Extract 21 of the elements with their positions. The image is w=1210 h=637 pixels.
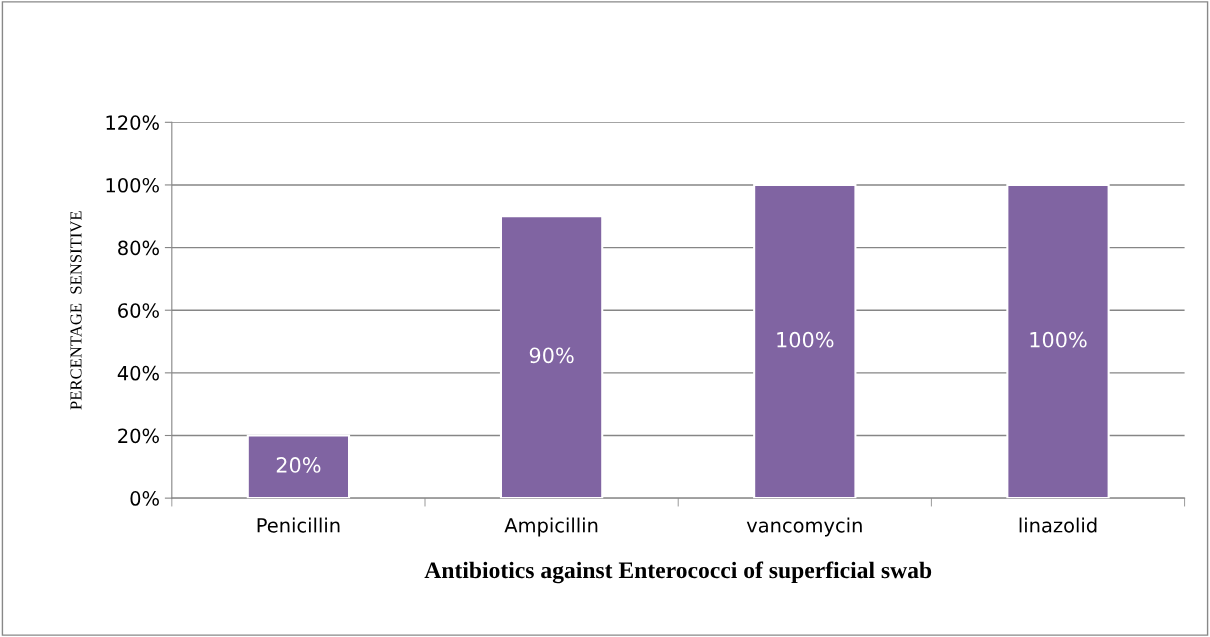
data-label: 20% <box>276 457 321 473</box>
x-tick-label: vancomycin <box>746 517 862 537</box>
bar <box>753 183 857 499</box>
y-axis-title: PERCENTAGE SENSITIVE <box>70 211 82 410</box>
y-tick-label: 60% <box>118 303 159 318</box>
x-axis-title: Antibiotics against Enterococci of superficial swab <box>424 561 932 584</box>
bar <box>1006 183 1110 499</box>
y-tick-label: 20% <box>118 428 159 444</box>
data-label: 90% <box>529 347 574 364</box>
x-tick-label: Penicillin <box>257 517 340 533</box>
data-label: 100% <box>777 331 834 348</box>
y-tick-label: 100% <box>106 177 159 193</box>
y-tick-label: 120% <box>106 115 159 130</box>
x-tick-label: Ampicillin <box>504 517 598 537</box>
bar <box>246 434 351 499</box>
data-label: 100% <box>1030 331 1087 348</box>
y-tick-label: 0% <box>130 491 159 506</box>
bar <box>499 215 604 499</box>
y-tick-label: 40% <box>117 365 159 381</box>
y-tick-label: 80% <box>118 240 159 256</box>
x-tick-label: linazolid <box>1019 517 1097 533</box>
